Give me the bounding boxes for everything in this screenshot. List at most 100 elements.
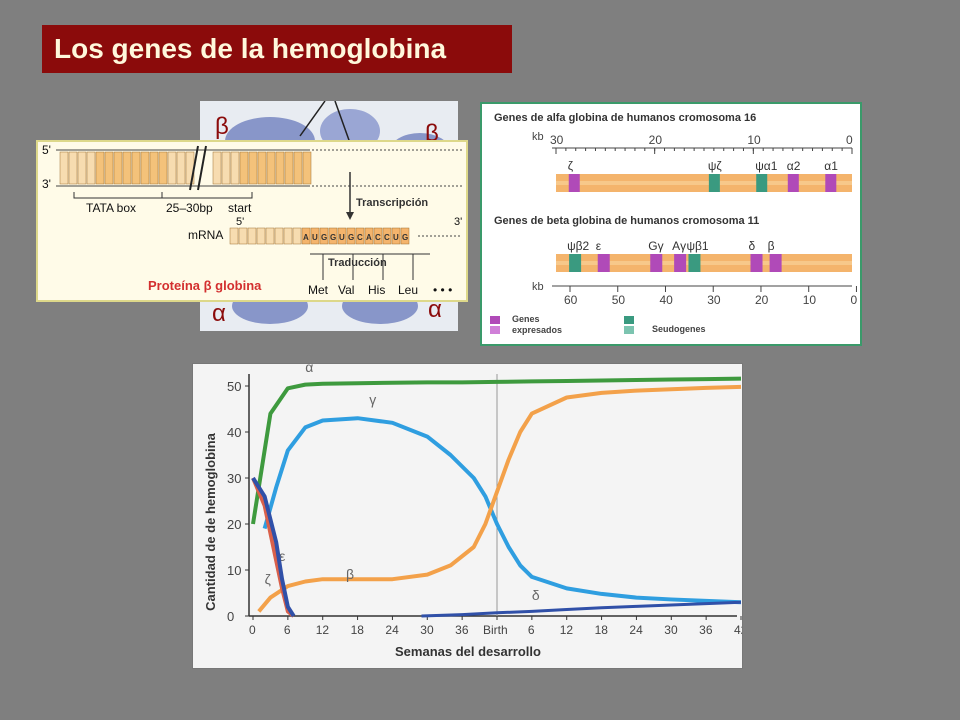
- mrna-base: [238, 227, 248, 245]
- y-tick-label: 40: [227, 425, 241, 440]
- alpha-gene-block: [756, 174, 768, 192]
- y-tick-label: 50: [227, 379, 241, 394]
- beta-gene-block: [597, 254, 610, 272]
- alpha-tick-label: 0: [846, 133, 853, 147]
- series-line-α: [251, 376, 742, 525]
- start-label: start: [228, 201, 252, 215]
- mrna-base: [346, 227, 356, 245]
- y-tick-label: 30: [227, 471, 241, 486]
- dna-base-pair: [68, 151, 78, 185]
- beta-gene-label: ψβ2: [567, 239, 589, 253]
- series-label: α: [305, 364, 313, 375]
- dna-base-pair: [131, 151, 141, 185]
- transcription-diagram: 5' 3' TATA box 25–30bp start Transcripci…: [36, 140, 468, 302]
- mrna-base: [391, 227, 401, 245]
- mrna-base: [274, 227, 284, 245]
- bp-range-label: 25–30bp: [166, 201, 213, 215]
- mrna-letter: G: [321, 233, 327, 242]
- transcription-svg: 5' 3' TATA box 25–30bp start Transcripci…: [42, 143, 462, 297]
- mrna-letter: U: [312, 233, 318, 242]
- legend-pseudo-label: Seudogenes: [652, 324, 706, 334]
- series-line-γ: [262, 416, 742, 605]
- mrna-base: [301, 227, 311, 245]
- dna-base-pair: [257, 151, 267, 185]
- mrna-letter: C: [384, 233, 390, 242]
- beta-gene-block: [688, 254, 701, 272]
- alpha-gene-label: ζ: [568, 159, 574, 173]
- mrna-letter: U: [393, 233, 399, 242]
- dna-base-pair: [95, 151, 105, 185]
- alpha-gene-label: α1: [824, 159, 838, 173]
- mrna-base: [292, 227, 302, 245]
- beta-gene-block: [750, 254, 763, 272]
- x-tick-label: 30: [664, 623, 678, 637]
- series-label: β: [346, 566, 354, 582]
- mrna-letter: A: [303, 233, 309, 242]
- legend-pseudo-swatch: [624, 316, 634, 324]
- alpha-right-label: α: [428, 296, 442, 323]
- codon-val: Val: [338, 283, 354, 297]
- mrna-base: [265, 227, 275, 245]
- x-tick-label: 6: [528, 623, 535, 637]
- gene-map-panel: Genes de alfa globina de humanos cromoso…: [480, 102, 862, 346]
- dna-base-pair: [104, 151, 114, 185]
- transcripcion-label: Transcripción: [356, 197, 428, 209]
- dna-base-pair: [59, 151, 69, 185]
- mrna-base: [337, 227, 347, 245]
- beta-gene-block: [769, 254, 782, 272]
- dna-base-pair: [86, 151, 96, 185]
- legend-expressed-label: Genes expresados: [512, 314, 562, 335]
- dna-base-pair: [167, 151, 177, 185]
- mrna-base: [328, 227, 338, 245]
- beta-gene-label: δ: [749, 239, 756, 253]
- mrna-base: [382, 227, 392, 245]
- protein-label: Proteína β globina: [148, 278, 262, 293]
- mrna-letter: C: [357, 233, 363, 242]
- mrna-letter: C: [375, 233, 381, 242]
- mrna-base: [364, 227, 374, 245]
- x-tick-label: 36: [699, 623, 713, 637]
- codon-met: Met: [308, 283, 329, 297]
- dna-base-pair: [158, 151, 168, 185]
- dna-base-pair: [284, 151, 294, 185]
- x-tick-label: 42: [734, 623, 742, 637]
- dna-base-pair: [248, 151, 258, 185]
- y-tick-label: 20: [227, 517, 241, 532]
- beta-left-label: β: [215, 113, 229, 140]
- alpha-gene-block: [825, 174, 837, 192]
- mrna-letter: G: [348, 233, 354, 242]
- x-tick-label: Birth: [483, 623, 508, 637]
- five-prime-mrna-label: 5': [236, 216, 244, 228]
- dna-base-pair: [302, 151, 312, 185]
- three-prime-mrna-label: 3': [454, 216, 462, 228]
- hemoglobin-chart: 0 10 20 30 40 50 0 6 12 18 24 30 36 Birth 6 12 18 24 30 36 4…: [203, 359, 783, 659]
- traduccion-label: Traducción: [328, 257, 387, 269]
- mrna-base: [400, 227, 410, 245]
- dna-base-pair: [275, 151, 285, 185]
- mrna-base: [229, 227, 239, 245]
- codon-leu: Leu: [398, 283, 418, 297]
- series-label: ζ: [265, 571, 271, 587]
- dna-base-pair: [77, 151, 87, 185]
- alpha-tick-label: 20: [649, 133, 663, 147]
- legend-expressed-swatch: [490, 316, 500, 324]
- alpha-gene-label: α2: [787, 159, 801, 173]
- mrna-label: mRNA: [188, 228, 223, 242]
- dna-base-pair: [293, 151, 303, 185]
- beta-gene-label: Gγ: [648, 239, 663, 253]
- alpha-gene-block: [708, 174, 720, 192]
- beta-map-title: Genes de beta globina de humanos cromoso…: [494, 215, 759, 227]
- mrna-letter: U: [339, 233, 345, 242]
- beta-gene-block: [650, 254, 663, 272]
- x-tick-label: 6: [284, 623, 291, 637]
- mrna-base: [373, 227, 383, 245]
- y-axis-label: Cantidad de de hemoglobina: [203, 432, 218, 610]
- series-label: ε: [279, 548, 285, 564]
- beta-tick-label: 10: [803, 293, 817, 307]
- codon-ellipsis: • • •: [433, 283, 452, 297]
- alpha-tick-label: 10: [747, 133, 761, 147]
- five-prime-label: 5': [42, 143, 51, 157]
- beta-kb-label: kb: [532, 281, 544, 293]
- gene-map-svg: kb 30 20 10 0 ζ ψζ ψα1 α2 α1 Genes de beta glob…: [490, 131, 857, 335]
- beta-tick-label: 30: [707, 293, 721, 307]
